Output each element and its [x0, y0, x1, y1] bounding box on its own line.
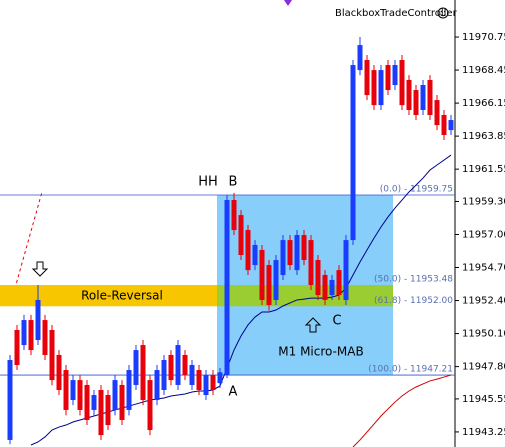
y-tick-label: 11963.85 [462, 131, 505, 142]
annotation: C [332, 314, 341, 329]
candle-body [63, 370, 69, 410]
annotation: B [229, 175, 238, 190]
y-tick-label: 11966.15 [462, 98, 505, 109]
candle-body [252, 244, 258, 266]
y-tick-label: 11943.25 [462, 427, 505, 438]
y-tick-label: 11947.80 [462, 362, 505, 373]
candle-body [266, 265, 272, 305]
level-label: (50.0) - 11953.48 [374, 275, 453, 285]
annotation: HH [198, 175, 218, 190]
candle-body [182, 354, 188, 376]
y-tick-label: 11945.55 [462, 394, 505, 405]
level-label: (61.8) - 11952.00 [374, 296, 453, 306]
candle-body [14, 329, 20, 366]
candle-body [84, 384, 90, 421]
candle-body [245, 230, 251, 271]
moving-average [352, 374, 452, 447]
candle-body [91, 395, 97, 410]
candle-body [21, 320, 27, 346]
candle-body [7, 359, 13, 440]
candle-body [147, 380, 153, 431]
candle-body [105, 395, 111, 426]
candle-body [273, 260, 279, 300]
candle-body [238, 215, 244, 256]
candle-body [441, 115, 447, 135]
y-tick-label: 11957.00 [462, 229, 505, 240]
candle-body [315, 260, 321, 296]
level-label: (100.0) - 11947.21 [368, 365, 453, 375]
candle-body [287, 240, 293, 266]
candle-body [448, 120, 454, 131]
candle-body [77, 380, 83, 410]
candle-body [385, 65, 391, 91]
annotation: Role-Reversal [81, 289, 163, 303]
candle-body [175, 345, 181, 385]
y-tick-label: 11950.10 [462, 329, 505, 340]
down-arrow [31, 261, 49, 277]
candle-body [133, 350, 139, 385]
candle-body [189, 365, 195, 385]
candle-body [196, 370, 202, 390]
candle-body [434, 100, 440, 126]
candle-body [161, 359, 167, 390]
candle-body [336, 270, 342, 296]
candle-body [427, 79, 433, 116]
candle-body [343, 240, 349, 300]
candle-body [119, 384, 125, 421]
role-reversal-zone [0, 285, 217, 307]
annotation: M1 Micro-MAB [278, 345, 363, 359]
candle-body [399, 60, 405, 106]
candle-body [231, 200, 237, 231]
candle-body [35, 299, 41, 341]
candle-body [371, 70, 377, 106]
candle-body [70, 380, 76, 401]
candle-body [280, 240, 286, 275]
candle-body [112, 380, 118, 410]
candle-body [140, 345, 146, 401]
candle-body [322, 274, 328, 300]
candle-body [168, 354, 174, 381]
candle-body [294, 235, 300, 271]
candle-body [378, 70, 384, 106]
candle-body [224, 200, 230, 376]
y-tick-label: 11959.30 [462, 196, 505, 207]
y-tick-label: 11970.75 [462, 32, 505, 43]
marker-triangle [284, 0, 292, 6]
chart-title: BlackboxTradeController [335, 8, 458, 19]
candle-body [413, 90, 419, 116]
candle-body [392, 65, 398, 86]
y-tick-label: 11961.55 [462, 164, 505, 175]
candle-body [154, 370, 160, 401]
candle-body [98, 389, 104, 436]
candle-body [350, 65, 356, 241]
up-arrow [304, 317, 322, 333]
candle-body [357, 45, 363, 71]
candle-body [56, 354, 62, 390]
smiley [437, 7, 449, 19]
candle-body [308, 240, 314, 286]
candle-body [49, 329, 55, 381]
level-label: (0.0) - 11959.75 [380, 184, 453, 194]
y-tick-label: 11954.70 [462, 263, 505, 274]
candle-body [203, 375, 209, 396]
y-tick-label: 11968.45 [462, 65, 505, 76]
fib-zone [217, 285, 393, 307]
candle-body [210, 375, 216, 390]
y-tick-label: 11952.40 [462, 296, 505, 307]
candle-body [28, 320, 34, 351]
candle-body [329, 280, 335, 296]
candle-body [42, 320, 48, 355]
candle-body [259, 249, 265, 300]
candle-body [301, 235, 307, 261]
candle-body [420, 85, 426, 110]
candle-body [364, 60, 370, 96]
candle-body [126, 370, 132, 410]
candle-body [217, 372, 223, 384]
candle-body [406, 79, 412, 110]
annotation: A [229, 385, 238, 400]
